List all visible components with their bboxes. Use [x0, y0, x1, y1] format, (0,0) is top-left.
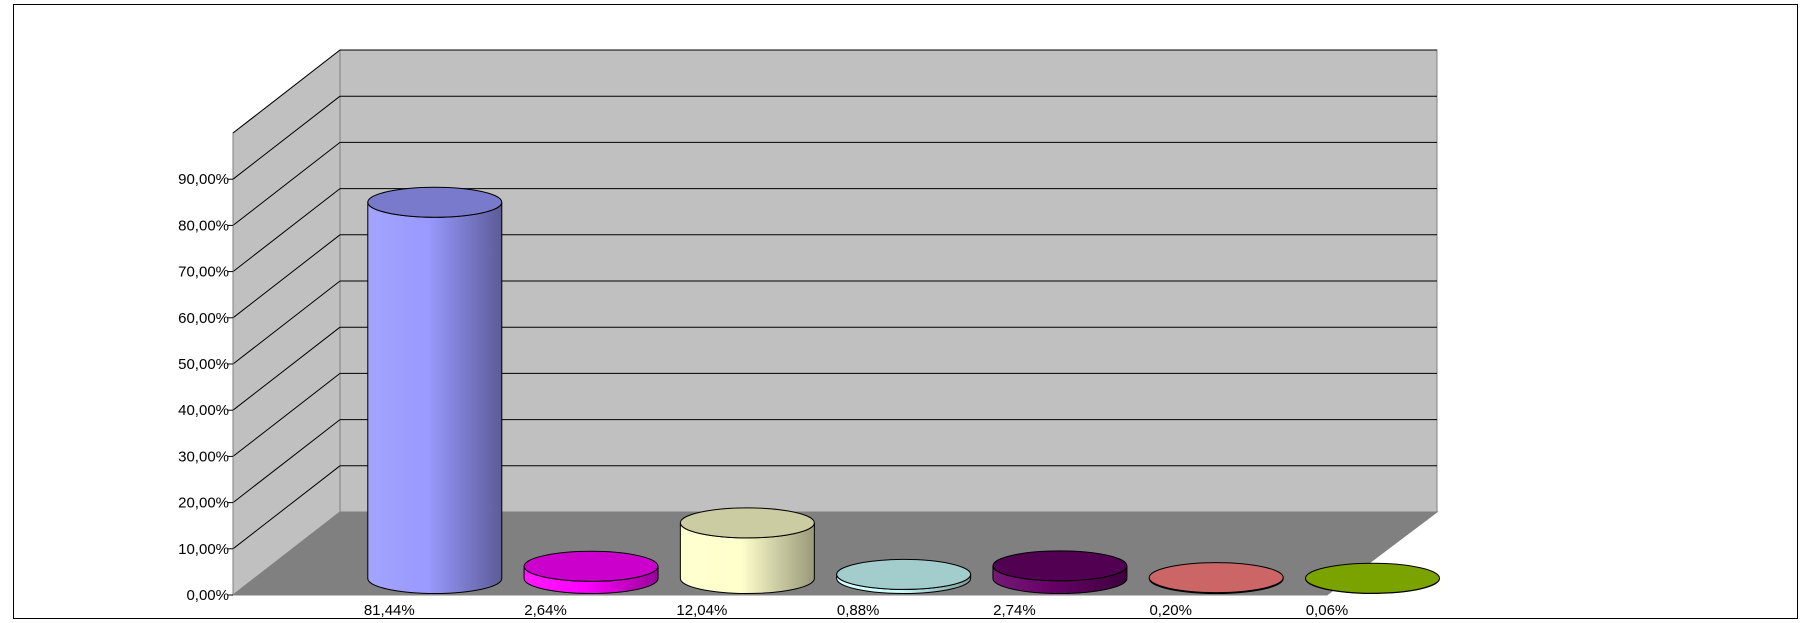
bar-top — [1305, 562, 1440, 594]
bar-cylinder — [367, 186, 503, 594]
y-tick-label: 50,00% — [178, 356, 229, 373]
bar-cylinder — [1148, 562, 1284, 594]
y-tick-label: 60,00% — [178, 310, 229, 327]
y-tick-label: 20,00% — [178, 495, 229, 512]
x-axis-labels: 81,44% 2,64% 12,04% 0,88% 2,74% 0,20% 0,06% — [364, 602, 1348, 619]
gridline-side — [232, 280, 341, 365]
gridline-side — [232, 465, 341, 550]
x-tick-label: 0,06% — [1306, 602, 1349, 619]
x-tick-label: 2,64% — [524, 602, 567, 619]
bar-top — [992, 550, 1128, 582]
x-tick-label: 0,20% — [1149, 602, 1192, 619]
gridline-side — [232, 373, 341, 457]
y-tick-label: 0,00% — [186, 587, 229, 604]
y-tick-label: 70,00% — [178, 264, 229, 281]
bar-cylinder — [836, 558, 972, 594]
gridline-side — [232, 142, 341, 226]
gridline-side — [232, 95, 341, 180]
y-tick-label: 90,00% — [178, 171, 229, 188]
y-tick-label: 30,00% — [178, 448, 229, 465]
gridline-side — [232, 188, 341, 272]
bar-chart: 0,00% 10,00% 20,00% 30,00% 40,00% 50,00% 60,00… — [178, 48, 1440, 619]
bar-top — [523, 550, 659, 582]
chart-area: 0,00% 10,00% 20,00% 30,00% 40,00% 50,00% 60,00… — [13, 4, 1798, 619]
bar-top — [836, 558, 972, 590]
bar-top — [679, 507, 815, 539]
gridline-side — [232, 234, 341, 319]
bar-top — [367, 186, 503, 218]
gridlines — [232, 49, 1437, 550]
bars — [367, 186, 1440, 594]
gridline-side — [232, 419, 341, 503]
bar-cylinder — [992, 550, 1128, 594]
x-tick-label: 81,44% — [364, 602, 415, 619]
x-tick-label: 0,88% — [837, 602, 880, 619]
y-tick-label: 40,00% — [178, 402, 229, 419]
bar-top — [1148, 562, 1284, 594]
y-tick-label: 80,00% — [178, 217, 229, 234]
gridline-side — [232, 49, 341, 134]
y-tick-label: 10,00% — [178, 541, 229, 558]
x-tick-label: 12,04% — [676, 602, 727, 619]
x-tick-label: 2,74% — [993, 602, 1036, 619]
y-axis: 0,00% 10,00% 20,00% 30,00% 40,00% 50,00% 60,00… — [178, 171, 1327, 604]
bar-cylinder — [523, 550, 659, 594]
bar-cylinder — [679, 507, 815, 594]
bar-cylinder — [1305, 562, 1440, 594]
bar-body — [367, 202, 503, 594]
gridline-side — [232, 326, 341, 411]
